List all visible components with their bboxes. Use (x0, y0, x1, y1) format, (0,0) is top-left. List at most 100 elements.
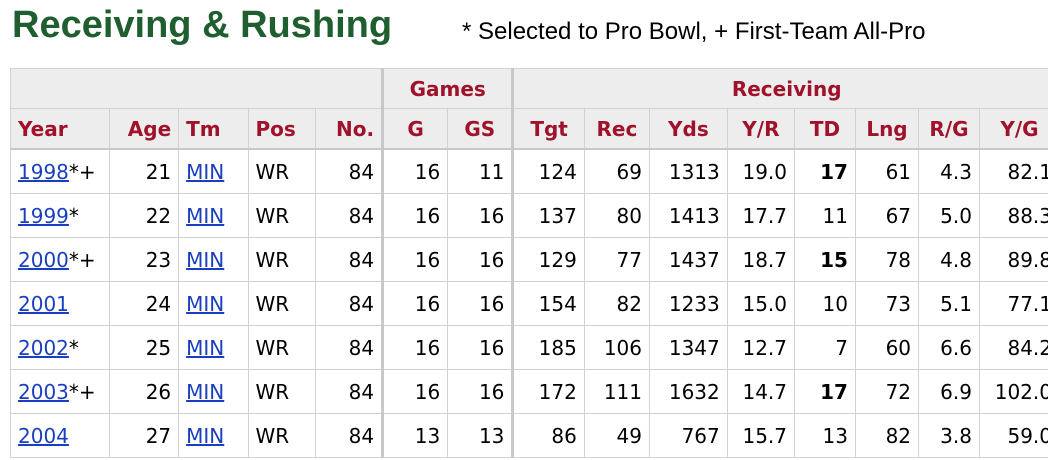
cell-touchdowns: 10 (794, 281, 856, 326)
col-header-year[interactable]: Year (10, 108, 110, 150)
cell-yards: 1413 (649, 193, 728, 238)
cell-number: 84 (314, 325, 384, 370)
cell-yards-per-game: 59.0 (978, 413, 1048, 458)
cell-position: WR (247, 369, 316, 414)
cell-yards-per-reception: 17.7 (726, 193, 796, 238)
col-header-rec[interactable]: Rec (583, 108, 651, 150)
cell-games-started: 16 (447, 281, 514, 326)
year-link[interactable]: 2003 (18, 379, 69, 404)
cell-yards: 1313 (649, 148, 728, 194)
legend-note: * Selected to Pro Bowl, + First-Team All… (462, 18, 926, 45)
team-link[interactable]: MIN (186, 291, 225, 316)
cell-games: 16 (381, 193, 449, 238)
honor-mark: * (68, 203, 79, 228)
table-row: 1999* 22 MIN WR 84 16 16 137 80 1413 17.7 11 67 5.0 88… (10, 193, 1048, 238)
cell-yards-per-game: 84.2 (978, 325, 1048, 370)
year-link[interactable]: 2002 (18, 335, 69, 360)
col-header-g[interactable]: G (381, 108, 449, 150)
section-title: Receiving & Rushing (12, 4, 393, 46)
col-header-rg[interactable]: R/G (918, 108, 980, 150)
stats-table-container: Games Receiving Year Age Tm Pos No. G GS… (10, 68, 1048, 460)
cell-receptions: 49 (583, 413, 651, 458)
group-header-row: Games Receiving (10, 68, 1048, 109)
cell-receptions-per-game: 5.0 (918, 193, 980, 238)
year-link[interactable]: 2001 (18, 291, 69, 316)
cell-games: 16 (381, 237, 449, 282)
team-link[interactable]: MIN (186, 335, 225, 360)
cell-age: 24 (108, 281, 180, 326)
team-link[interactable]: MIN (186, 379, 225, 404)
cell-age: 25 (108, 325, 180, 370)
year-link[interactable]: 1999 (18, 203, 69, 228)
cell-yards-per-game: 82.1 (978, 148, 1048, 194)
cell-longest: 82 (854, 413, 920, 458)
cell-number: 84 (314, 281, 384, 326)
table-row: 2002* 25 MIN WR 84 16 16 185 106 1347 12.7 7 60 6.6 84… (10, 325, 1048, 370)
cell-year: 2000*+ (10, 237, 110, 282)
group-header-receiving: Receiving (511, 68, 1048, 109)
cell-age: 22 (108, 193, 180, 238)
cell-number: 84 (314, 193, 384, 238)
cell-team: MIN (178, 281, 249, 326)
year-link[interactable]: 1998 (18, 159, 69, 184)
cell-team: MIN (178, 237, 249, 282)
cell-number: 84 (314, 369, 384, 414)
year-link[interactable]: 2004 (18, 423, 69, 448)
col-header-lng[interactable]: Lng (854, 108, 920, 150)
col-header-age[interactable]: Age (108, 108, 180, 150)
cell-age: 23 (108, 237, 180, 282)
cell-receptions-per-game: 6.6 (918, 325, 980, 370)
cell-age: 21 (108, 148, 180, 194)
honor-mark: *+ (68, 379, 96, 404)
cell-yards-per-game: 77.1 (978, 281, 1048, 326)
cell-targets: 137 (511, 193, 585, 238)
stats-table-body: 1998*+ 21 MIN WR 84 16 11 124 69 1313 19.0 17 61 4.3 8… (10, 148, 1048, 458)
cell-year: 1999* (10, 193, 110, 238)
cell-age: 26 (108, 369, 180, 414)
group-header-blank (10, 68, 384, 109)
cell-yards: 767 (649, 413, 728, 458)
cell-games-started: 16 (447, 193, 514, 238)
col-header-yds[interactable]: Yds (649, 108, 728, 150)
cell-yards-per-reception: 14.7 (726, 369, 796, 414)
cell-games-started: 16 (447, 369, 514, 414)
cell-longest: 61 (854, 148, 920, 194)
col-header-td[interactable]: TD (794, 108, 856, 150)
col-header-pos[interactable]: Pos (247, 108, 316, 150)
cell-receptions: 69 (583, 148, 651, 194)
col-header-gs[interactable]: GS (447, 108, 514, 150)
cell-position: WR (247, 413, 316, 458)
cell-touchdowns: 7 (794, 325, 856, 370)
cell-yards-per-reception: 15.0 (726, 281, 796, 326)
team-link[interactable]: MIN (186, 203, 225, 228)
cell-receptions-per-game: 5.1 (918, 281, 980, 326)
cell-receptions-per-game: 6.9 (918, 369, 980, 414)
cell-year: 2004 (10, 413, 110, 458)
col-header-tm[interactable]: Tm (178, 108, 249, 150)
col-header-yr[interactable]: Y/R (726, 108, 796, 150)
col-header-no[interactable]: No. (314, 108, 384, 150)
col-header-tgt[interactable]: Tgt (511, 108, 585, 150)
cell-games-started: 16 (447, 237, 514, 282)
team-link[interactable]: MIN (186, 159, 225, 184)
cell-touchdowns: 11 (794, 193, 856, 238)
cell-yards: 1632 (649, 369, 728, 414)
honor-mark: * (68, 335, 79, 360)
cell-games-started: 16 (447, 325, 514, 370)
cell-position: WR (247, 148, 316, 194)
cell-longest: 73 (854, 281, 920, 326)
cell-games-started: 11 (447, 148, 514, 194)
year-link[interactable]: 2000 (18, 247, 69, 272)
cell-team: MIN (178, 193, 249, 238)
col-header-yg[interactable]: Y/G (978, 108, 1048, 150)
cell-longest: 60 (854, 325, 920, 370)
team-link[interactable]: MIN (186, 247, 225, 272)
cell-receptions: 111 (583, 369, 651, 414)
honor-mark: *+ (68, 159, 96, 184)
cell-year: 2002* (10, 325, 110, 370)
cell-targets: 86 (511, 413, 585, 458)
cell-targets: 172 (511, 369, 585, 414)
cell-games: 16 (381, 325, 449, 370)
team-link[interactable]: MIN (186, 423, 225, 448)
cell-position: WR (247, 325, 316, 370)
